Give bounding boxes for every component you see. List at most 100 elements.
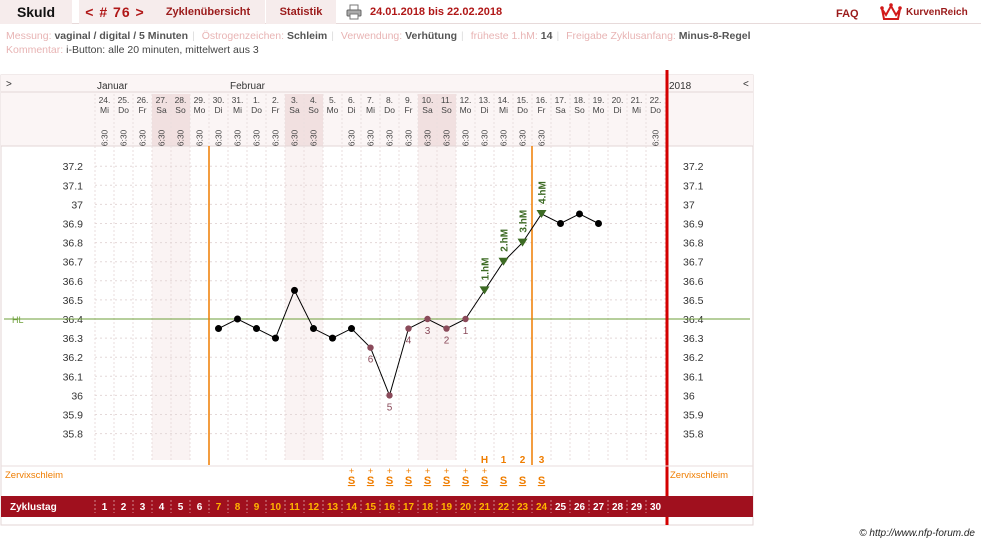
- weekday-label: Sa: [156, 105, 167, 115]
- low-temp-label: 5: [387, 402, 393, 413]
- y-tick-left: 37.2: [63, 161, 84, 173]
- cycle-day-number: 18: [422, 502, 434, 513]
- date-label: 26.: [137, 95, 149, 105]
- tab-statistics[interactable]: Statistik: [266, 0, 336, 24]
- date-label: 22.: [650, 95, 662, 105]
- weekday-label: Fr: [138, 105, 146, 115]
- y-tick-right: 37.2: [683, 161, 704, 173]
- cycle-day-number: 1: [102, 502, 108, 513]
- cycle-number-nav[interactable]: < # 76 >: [79, 0, 151, 24]
- mucus-symbol: S: [443, 475, 450, 487]
- mucus-plus: +: [406, 466, 411, 476]
- date-label: 4.: [310, 95, 317, 105]
- weekday-label: Mo: [194, 105, 206, 115]
- meta-line-1: Messung: vaginal / digital / 5 Minuten | …: [6, 30, 751, 42]
- time-label: 6:30: [423, 129, 433, 146]
- cycle-day-number: 5: [178, 502, 184, 513]
- y-tick-right: 36.6: [683, 276, 704, 288]
- weekday-label: Di: [347, 105, 355, 115]
- y-tick-left: 36.1: [63, 371, 84, 383]
- time-label: 6:30: [100, 129, 110, 146]
- y-tick-right: 36.8: [683, 238, 704, 250]
- cycle-day-number: 21: [479, 502, 491, 513]
- date-label: 12.: [460, 95, 472, 105]
- kommentar-label: Kommentar:: [6, 44, 64, 56]
- weekday-label: Mi: [233, 105, 242, 115]
- high-temp-point: [536, 209, 547, 218]
- temp-point: [310, 325, 317, 333]
- high-temp-label: 2.hM: [500, 229, 511, 252]
- weekend-shade: [304, 94, 323, 146]
- date-label: 3.: [291, 95, 298, 105]
- time-label: 6:30: [404, 129, 414, 146]
- low-temp-label: 1: [463, 326, 469, 337]
- mucus-plus: +: [482, 466, 487, 476]
- mucus-symbol: S: [348, 475, 355, 487]
- date-label: 20.: [612, 95, 624, 105]
- cycle-day-number: 7: [216, 502, 222, 513]
- time-label: 6:30: [157, 129, 167, 146]
- date-label: 25.: [118, 95, 130, 105]
- date-label: 10.: [422, 95, 434, 105]
- high-temp-label: 4.hM: [538, 181, 549, 204]
- weekday-label: Fr: [537, 105, 545, 115]
- cycle-day-number: 24: [536, 502, 548, 513]
- cycle-day-number: 26: [574, 502, 586, 513]
- mucus-plus: +: [444, 466, 449, 476]
- mucus-plus: +: [463, 466, 468, 476]
- mucus-label-right: Zervixschleim: [670, 470, 728, 481]
- freigabe-label: Freigabe Zyklusanfang:: [566, 30, 676, 42]
- top-bar: Skuld < # 76 > Zyklenübersicht Statistik…: [0, 0, 981, 24]
- time-label: 6:30: [499, 129, 509, 146]
- zyklustag-label: Zyklustag: [10, 502, 57, 513]
- date-label: 2.: [272, 95, 279, 105]
- weekday-label: Mi: [366, 105, 375, 115]
- year-label: 2018: [669, 81, 692, 92]
- cycle-day-number: 6: [197, 502, 203, 513]
- y-tick-left: 36.5: [63, 295, 84, 307]
- time-label: 6:30: [214, 129, 224, 146]
- y-tick-left: 36.4: [63, 314, 84, 326]
- header-band: [1, 75, 753, 146]
- low-temp-point: [386, 392, 393, 399]
- date-label: 24.: [99, 95, 111, 105]
- date-label: 27.: [156, 95, 168, 105]
- temp-point: [557, 220, 564, 227]
- weekday-label: Mo: [327, 105, 339, 115]
- earliest-hm-label: früheste 1.hM:: [470, 30, 538, 42]
- tab-cycle-overview[interactable]: Zyklenübersicht: [151, 0, 265, 24]
- freigabe-value: Minus-8-Regel: [678, 30, 751, 42]
- mucus-symbol: S: [424, 475, 431, 487]
- low-temp-label: 4: [406, 336, 412, 347]
- logo[interactable]: KurvenReich: [880, 2, 968, 22]
- time-label: 6:30: [366, 129, 376, 146]
- time-label: 6:30: [651, 129, 661, 146]
- weekday-label: Do: [517, 105, 528, 115]
- weekend-shade: [152, 94, 171, 146]
- date-label: 17.: [555, 95, 567, 105]
- time-label: 6:30: [195, 129, 205, 146]
- oestrogen-value: Schleim: [286, 30, 328, 42]
- cycle-day-number: 22: [498, 502, 510, 513]
- faq-link[interactable]: FAQ: [836, 8, 859, 20]
- y-tick-left: 37: [71, 199, 83, 211]
- y-tick-left: 36.8: [63, 238, 84, 250]
- weekday-label: Mi: [499, 105, 508, 115]
- nav-next-arrow: <: [743, 79, 749, 90]
- y-tick-right: 36.7: [683, 257, 704, 269]
- cycle-day-number: 29: [631, 502, 643, 513]
- weekday-label: Sa: [555, 105, 566, 115]
- mucus-code: 2: [520, 455, 526, 466]
- weekday-label: Do: [384, 105, 395, 115]
- weekday-label: Sa: [422, 105, 433, 115]
- date-label: 14.: [498, 95, 510, 105]
- cycle-day-number: 30: [650, 502, 662, 513]
- date-label: 21.: [631, 95, 643, 105]
- printer-icon[interactable]: [346, 4, 362, 20]
- temp-point: [595, 220, 602, 227]
- low-temp-point: [424, 315, 431, 323]
- mucus-label-left: Zervixschleim: [5, 470, 63, 481]
- cycle-day-number: 11: [289, 502, 300, 513]
- y-tick-right: 36.3: [683, 333, 704, 345]
